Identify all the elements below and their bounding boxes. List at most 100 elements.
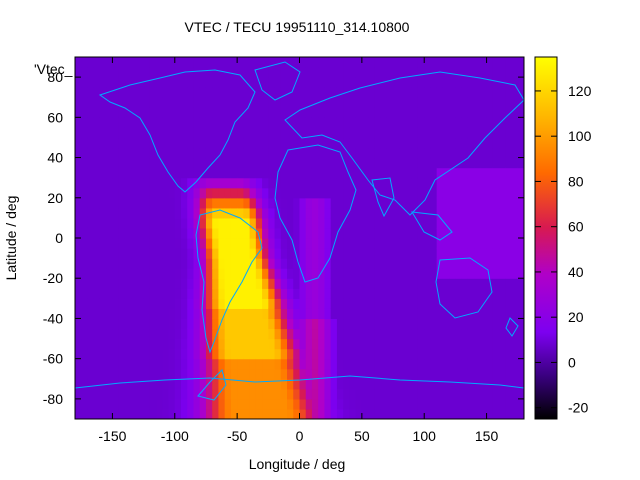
heatmap-cell: [137, 408, 145, 419]
heatmap-cell: [417, 328, 425, 340]
heatmap-cell: [324, 358, 332, 370]
heatmap-cell: [81, 197, 89, 209]
heatmap-cell: [87, 258, 95, 269]
heatmap-cell: [474, 77, 481, 88]
heatmap-cell: [330, 298, 338, 309]
heatmap-cell: [455, 187, 463, 199]
heatmap-cell: [249, 248, 257, 259]
heatmap-cell: [324, 97, 332, 108]
heatmap-cell: [492, 378, 500, 390]
heatmap-cell: [274, 398, 282, 410]
heatmap-cell: [436, 117, 444, 128]
heatmap-cell: [75, 87, 82, 98]
heatmap-cell: [287, 298, 294, 309]
heatmap-cell: [361, 378, 369, 390]
heatmap-cell: [174, 207, 182, 219]
heatmap-cell: [143, 328, 151, 340]
heatmap-cell: [505, 258, 513, 269]
heatmap-cell: [405, 308, 413, 320]
heatmap-cell: [230, 398, 238, 410]
heatmap-cell: [424, 157, 432, 169]
heatmap-cell: [106, 278, 114, 289]
heatmap-cell: [118, 258, 126, 269]
heatmap-cell: [449, 157, 457, 169]
heatmap-cell: [417, 398, 425, 410]
heatmap-cell: [455, 107, 463, 118]
heatmap-cell: [118, 157, 126, 169]
heatmap-cell: [386, 107, 394, 118]
heatmap-cell: [380, 207, 388, 219]
heatmap-cell: [106, 258, 114, 269]
heatmap-cell: [255, 288, 263, 299]
heatmap-cell: [324, 368, 332, 380]
heatmap-cell: [93, 107, 101, 118]
heatmap-cell: [486, 388, 494, 400]
heatmap-cell: [449, 57, 457, 68]
heatmap-cell: [380, 157, 388, 169]
heatmap-cell: [274, 117, 282, 128]
heatmap-cell: [181, 127, 188, 139]
heatmap-cell: [112, 177, 120, 189]
heatmap-cell: [280, 187, 288, 199]
heatmap-cell: [343, 278, 350, 289]
coastline-australia: [435, 257, 493, 319]
heatmap-cell: [193, 177, 201, 189]
heatmap-cell: [349, 318, 357, 330]
heatmap-cell: [193, 157, 201, 169]
heatmap-cell: [280, 368, 288, 380]
heatmap-cell: [93, 318, 101, 330]
heatmap-cell: [255, 328, 263, 340]
heatmap-cell: [181, 398, 188, 410]
heatmap-cell: [181, 137, 188, 149]
heatmap-cell: [224, 187, 232, 199]
heatmap-cell: [386, 147, 394, 159]
heatmap-cell: [124, 147, 132, 159]
heatmap-cell: [499, 227, 506, 239]
heatmap-cell: [162, 137, 170, 149]
heatmap-cell: [499, 278, 506, 289]
heatmap-cell: [287, 258, 294, 269]
heatmap-cell: [255, 227, 263, 239]
heatmap-cell: [131, 308, 138, 320]
heatmap-cell: [181, 348, 188, 360]
heatmap-cell: [461, 358, 469, 370]
heatmap-cell: [430, 97, 438, 108]
heatmap-cell: [492, 177, 500, 189]
heatmap-cell: [386, 368, 394, 380]
heatmap-cell: [274, 77, 282, 88]
heatmap-cell: [393, 57, 400, 68]
heatmap-cell: [81, 167, 89, 179]
heatmap-cell: [93, 207, 101, 219]
heatmap-cell: [93, 378, 101, 390]
heatmap-cell: [511, 258, 519, 269]
heatmap-cell: [124, 137, 132, 149]
heatmap-cell: [361, 107, 369, 118]
heatmap-cell: [75, 358, 82, 370]
heatmap-cell: [467, 288, 475, 299]
heatmap-cell: [230, 338, 238, 350]
heatmap-cell: [505, 268, 513, 279]
heatmap-cell: [393, 408, 400, 419]
heatmap-cell: [224, 278, 232, 289]
heatmap-cell: [386, 258, 394, 269]
heatmap-cell: [343, 268, 350, 279]
heatmap-cell: [262, 278, 269, 289]
heatmap-cell: [143, 268, 151, 279]
heatmap-cell: [99, 97, 107, 108]
heatmap-cell: [455, 338, 463, 350]
heatmap-cell: [81, 77, 89, 88]
heatmap-cell: [162, 167, 170, 179]
heatmap-cell: [187, 268, 195, 279]
heatmap-cell: [237, 348, 244, 360]
heatmap-cell: [517, 207, 524, 219]
heatmap-cell: [343, 348, 350, 360]
heatmap-cell: [287, 268, 294, 279]
heatmap-cell: [299, 167, 307, 179]
heatmap-cell: [386, 308, 394, 320]
heatmap-cell: [137, 127, 145, 139]
heatmap-cell: [237, 258, 244, 269]
heatmap-cell: [517, 157, 524, 169]
heatmap-cell: [417, 137, 425, 149]
heatmap-cell: [442, 368, 450, 380]
heatmap-cell: [255, 87, 263, 98]
